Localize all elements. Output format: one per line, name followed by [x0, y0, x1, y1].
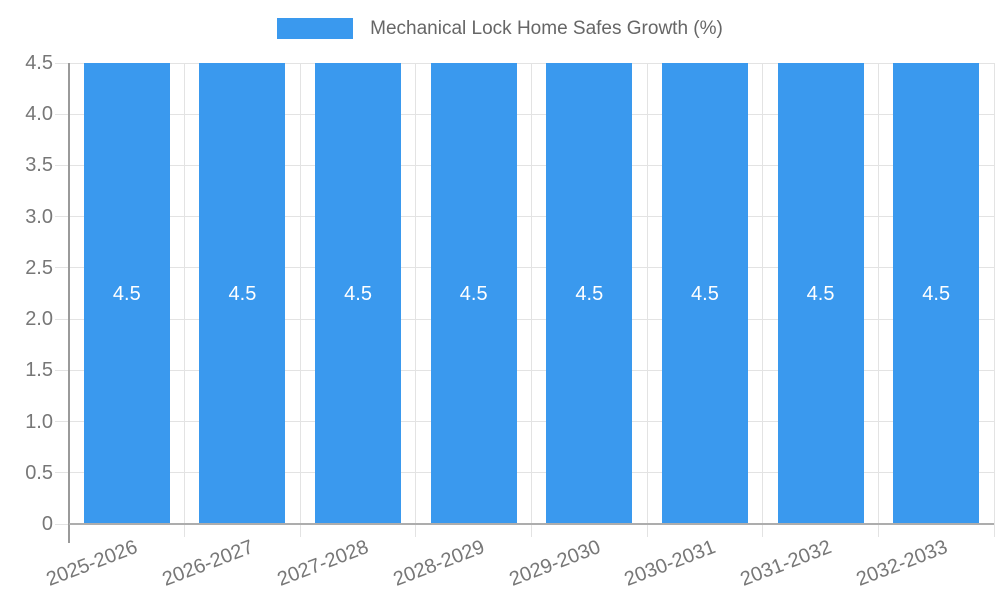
bar[interactable] — [199, 63, 286, 524]
y-tick-label: 4.5 — [25, 52, 53, 74]
x-axis-label: 2031-2032 — [737, 536, 835, 591]
y-tick-label: 4.0 — [25, 103, 53, 126]
y-tick-mark — [55, 421, 69, 423]
chart-legend[interactable]: Mechanical Lock Home Safes Growth (%) — [0, 18, 1000, 39]
y-tick-label: 0 — [41, 513, 53, 535]
bar[interactable] — [893, 63, 980, 524]
y-tick-mark — [55, 318, 69, 320]
x-tick-mark — [877, 524, 879, 537]
y-tick-mark — [55, 369, 69, 371]
y-tick-label: 2.0 — [25, 308, 53, 331]
x-axis-line — [69, 523, 994, 525]
x-axis-label: 2030-2031 — [621, 536, 719, 591]
gridline-vertical — [299, 63, 301, 524]
x-axis-label: 2029-2030 — [506, 536, 604, 591]
y-tick-mark — [55, 267, 69, 269]
y-tick-label: 3.0 — [25, 205, 53, 228]
bar[interactable] — [83, 63, 170, 524]
x-tick-mark — [299, 524, 301, 537]
bar[interactable] — [430, 63, 517, 524]
y-tick-mark — [55, 113, 69, 115]
y-axis-line — [68, 63, 70, 543]
x-tick-mark — [762, 524, 764, 537]
gridline-vertical — [993, 63, 995, 524]
bar-value-label: 4.5 — [575, 282, 604, 305]
bar[interactable] — [777, 63, 864, 524]
legend-label: Mechanical Lock Home Safes Growth (%) — [370, 18, 723, 39]
x-tick-mark — [993, 524, 995, 537]
x-axis-label: 2028-2029 — [390, 536, 488, 591]
y-tick-label: 2.5 — [25, 256, 53, 279]
x-tick-mark — [531, 524, 532, 537]
x-tick-mark — [415, 524, 417, 537]
bar-value-label: 4.5 — [459, 282, 488, 305]
y-tick-mark — [55, 472, 69, 474]
x-axis-label: 2026-2027 — [159, 536, 257, 591]
bar-value-label: 4.5 — [922, 282, 951, 305]
legend-swatch — [277, 18, 354, 39]
y-tick-mark — [55, 164, 69, 166]
x-axis-label: 2027-2028 — [274, 536, 372, 591]
y-tick-mark — [55, 216, 69, 218]
y-tick-label: 3.5 — [25, 154, 53, 177]
x-axis-label: 2032-2033 — [852, 536, 951, 591]
x-tick-mark — [184, 524, 186, 537]
bar[interactable] — [315, 63, 402, 524]
gridline-vertical — [762, 63, 764, 524]
bar-value-label: 4.5 — [112, 282, 141, 305]
bar[interactable] — [546, 63, 633, 524]
bar-value-label: 4.5 — [344, 282, 372, 305]
x-tick-mark — [646, 524, 648, 537]
gridline-vertical — [415, 63, 417, 524]
gridline-vertical — [531, 63, 532, 524]
bar-value-label: 4.5 — [228, 282, 257, 305]
bar-value-label: 4.5 — [806, 282, 835, 305]
gridline-vertical — [184, 63, 186, 524]
gridline-vertical — [646, 63, 648, 524]
y-tick-mark — [55, 523, 69, 525]
y-tick-label: 0.5 — [25, 461, 53, 484]
bar[interactable] — [661, 63, 748, 524]
bar-value-label: 4.5 — [691, 282, 719, 305]
gridline-vertical — [877, 63, 879, 524]
y-tick-label: 1.5 — [25, 359, 53, 382]
y-tick-mark — [55, 62, 69, 64]
x-axis-label: 2025-2026 — [43, 536, 141, 591]
y-tick-label: 1.0 — [25, 410, 53, 433]
